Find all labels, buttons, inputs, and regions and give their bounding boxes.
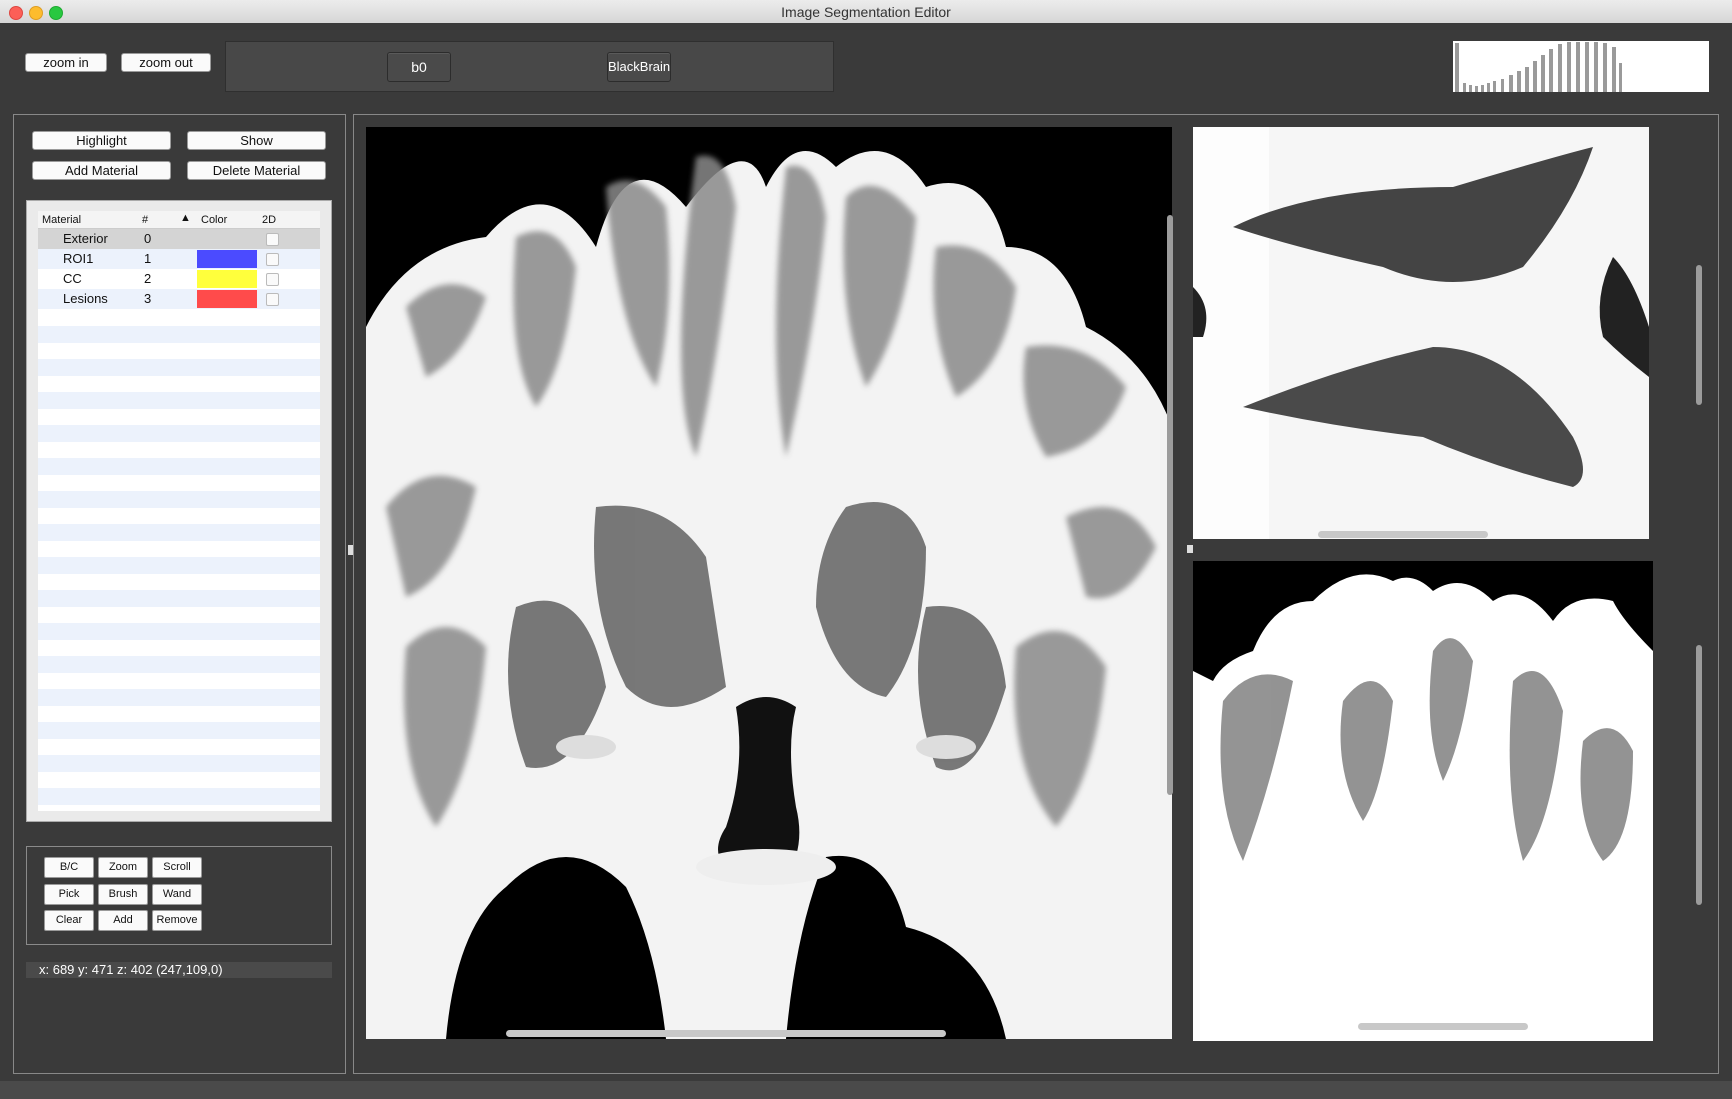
empty-row-stripe	[38, 557, 320, 574]
material-row-roi1[interactable]: ROI1 1	[38, 249, 320, 269]
status-bar	[0, 1081, 1732, 1099]
material-id: 3	[144, 291, 152, 306]
empty-row-stripe	[38, 458, 320, 475]
pick-tool-button[interactable]: Pick	[44, 884, 94, 905]
wand-tool-button[interactable]: Wand	[152, 884, 202, 905]
material-panel: Highlight Show Add Material Delete Mater…	[13, 114, 346, 1074]
column-header-id[interactable]: #	[142, 214, 149, 226]
intensity-histogram[interactable]	[1453, 41, 1709, 92]
add-material-button[interactable]: Add Material	[32, 161, 171, 180]
empty-row-stripe	[38, 656, 320, 673]
minimize-window-button[interactable]	[29, 6, 43, 20]
axial-slice-image	[1193, 127, 1649, 539]
axial-horizontal-scrollbar[interactable]	[1318, 531, 1488, 538]
material-id: 2	[144, 271, 152, 286]
empty-row-stripe	[38, 425, 320, 442]
material-name: Lesions	[63, 291, 108, 306]
zoom-out-button[interactable]: zoom out	[121, 53, 211, 72]
maximize-window-button[interactable]	[49, 6, 63, 20]
delete-material-button[interactable]: Delete Material	[187, 161, 326, 180]
sagittal-slice-image	[1193, 561, 1653, 1041]
material-name: CC	[63, 271, 82, 286]
material-row-cc[interactable]: CC 2	[38, 269, 320, 289]
app-window: zoom in zoom out b0 BlackBrain	[0, 23, 1732, 1099]
material-2d-checkbox[interactable]	[266, 233, 279, 246]
channel-toolbar: b0 BlackBrain	[225, 41, 834, 92]
clear-tool-button[interactable]: Clear	[44, 910, 94, 931]
cursor-coordinates: x: 689 y: 471 z: 402 (247,109,0)	[26, 962, 332, 978]
channel-blackbrain-button[interactable]: BlackBrain	[607, 52, 671, 82]
axial-vertical-scrollbar[interactable]	[1696, 265, 1702, 405]
tools-panel: B/C Zoom Scroll Pick Brush Wand Clear Ad…	[26, 846, 332, 945]
scroll-tool-button[interactable]: Scroll	[152, 857, 202, 878]
sagittal-vertical-scrollbar[interactable]	[1696, 645, 1702, 905]
add-tool-button[interactable]: Add	[98, 910, 148, 931]
material-2d-checkbox[interactable]	[266, 273, 279, 286]
close-window-button[interactable]	[9, 6, 23, 20]
splitter-handle[interactable]	[348, 545, 353, 555]
coronal-horizontal-scrollbar[interactable]	[506, 1030, 946, 1037]
empty-row-stripe	[38, 326, 320, 343]
zoom-tool-button[interactable]: Zoom	[98, 857, 148, 878]
column-header-material[interactable]: Material	[42, 214, 82, 226]
window-title: Image Segmentation Editor	[781, 4, 951, 20]
sagittal-view[interactable]	[1193, 561, 1653, 1041]
material-table-container: Material # ▲ Color 2D Exterior 0 ROI1 1	[26, 200, 332, 822]
brush-tool-button[interactable]: Brush	[98, 884, 148, 905]
empty-row-stripe	[38, 689, 320, 706]
empty-row-stripe	[38, 722, 320, 739]
histogram-chart	[1455, 42, 1622, 92]
empty-row-stripe	[38, 788, 320, 805]
brightness-contrast-tool-button[interactable]: B/C	[44, 857, 94, 878]
sort-ascending-icon[interactable]: ▲	[180, 212, 191, 224]
zoom-in-button[interactable]: zoom in	[25, 53, 107, 72]
empty-row-stripe	[38, 359, 320, 376]
remove-tool-button[interactable]: Remove	[152, 910, 202, 931]
channel-b0-button[interactable]: b0	[387, 52, 451, 82]
highlight-button[interactable]: Highlight	[32, 131, 171, 150]
coronal-vertical-scrollbar[interactable]	[1167, 215, 1173, 795]
coronal-view[interactable]	[366, 127, 1172, 1039]
axial-view[interactable]	[1193, 127, 1649, 539]
empty-row-stripe	[38, 623, 320, 640]
show-button[interactable]: Show	[187, 131, 326, 150]
empty-row-stripe	[38, 755, 320, 772]
material-row-lesions[interactable]: Lesions 3	[38, 289, 320, 309]
sagittal-horizontal-scrollbar[interactable]	[1358, 1023, 1528, 1030]
view-splitter-handle[interactable]	[1187, 545, 1193, 553]
material-2d-checkbox[interactable]	[266, 253, 279, 266]
material-table[interactable]: Material # ▲ Color 2D Exterior 0 ROI1 1	[38, 211, 320, 811]
material-table-header: Material # ▲ Color 2D	[38, 211, 320, 229]
empty-row-stripe	[38, 392, 320, 409]
material-color-swatch[interactable]	[197, 250, 257, 268]
column-header-2d[interactable]: 2D	[262, 214, 277, 226]
material-id: 1	[144, 251, 152, 266]
column-header-color[interactable]: Color	[201, 214, 228, 226]
material-2d-checkbox[interactable]	[266, 293, 279, 306]
empty-row-stripe	[38, 590, 320, 607]
material-name: ROI1	[63, 251, 94, 266]
material-id: 0	[144, 231, 152, 246]
material-color-swatch[interactable]	[197, 270, 257, 288]
title-bar: Image Segmentation Editor	[0, 0, 1732, 24]
empty-row-stripe	[38, 524, 320, 541]
material-name: Exterior	[63, 231, 108, 246]
material-row-exterior[interactable]: Exterior 0	[38, 229, 320, 249]
material-color-swatch[interactable]	[197, 290, 257, 308]
empty-row-stripe	[38, 491, 320, 508]
coronal-slice-image	[366, 127, 1172, 1039]
viewer-panel	[348, 114, 1719, 1074]
